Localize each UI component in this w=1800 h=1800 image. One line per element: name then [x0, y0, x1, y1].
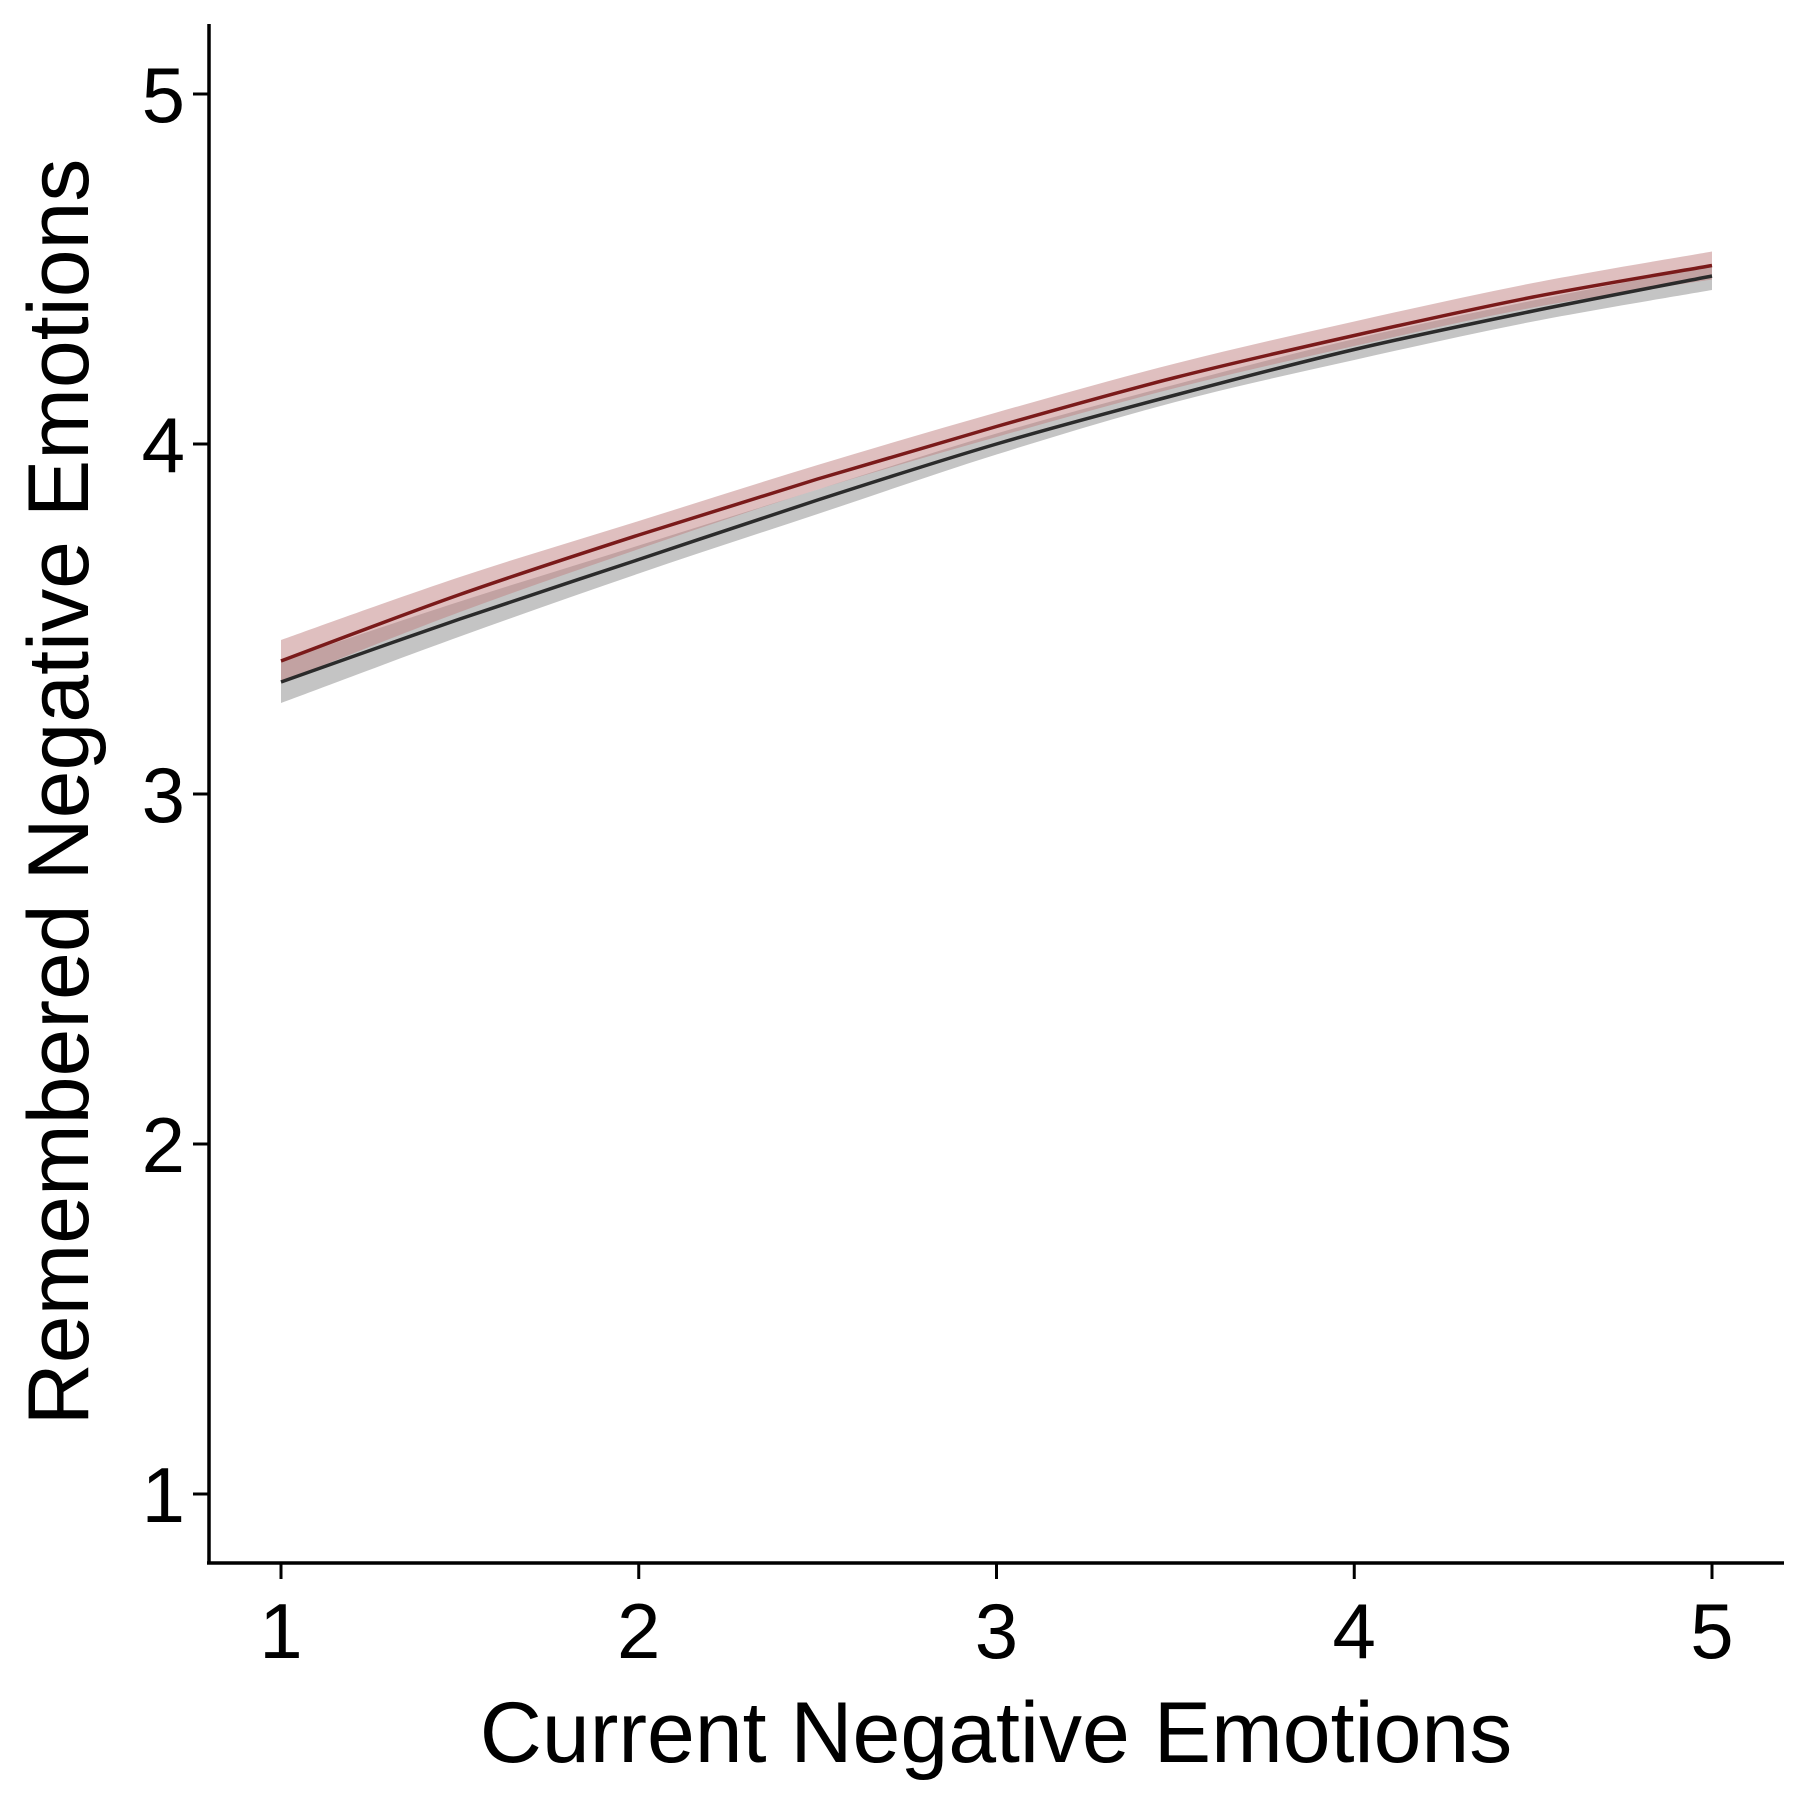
x-tick-label: 3	[975, 1587, 1018, 1675]
y-tick-label: 1	[142, 1451, 185, 1539]
y-tick-label: 3	[142, 751, 185, 839]
x-tick-label: 1	[259, 1587, 302, 1675]
confidence-band-2	[281, 251, 1712, 682]
series-line-2	[280, 263, 1713, 663]
x-tick-label: 4	[1333, 1587, 1376, 1675]
y-axis-ticks: 1 2 3 4 5	[142, 51, 209, 1539]
confidence-band-1	[281, 265, 1712, 703]
series-line-1	[280, 274, 1713, 684]
y-tick-label: 5	[142, 51, 185, 139]
y-axis-title: Remembered Negative Emotions	[11, 159, 107, 1426]
x-axis-ticks: 1 2 3 4 5	[259, 1563, 1734, 1675]
x-axis-title: Current Negative Emotions	[480, 1685, 1512, 1781]
x-tick-label: 2	[617, 1587, 660, 1675]
confidence-bands	[281, 251, 1712, 703]
y-tick-label: 4	[142, 401, 185, 489]
y-tick-label: 2	[142, 1101, 185, 1189]
x-tick-label: 5	[1690, 1587, 1733, 1675]
series-lines	[280, 263, 1713, 684]
